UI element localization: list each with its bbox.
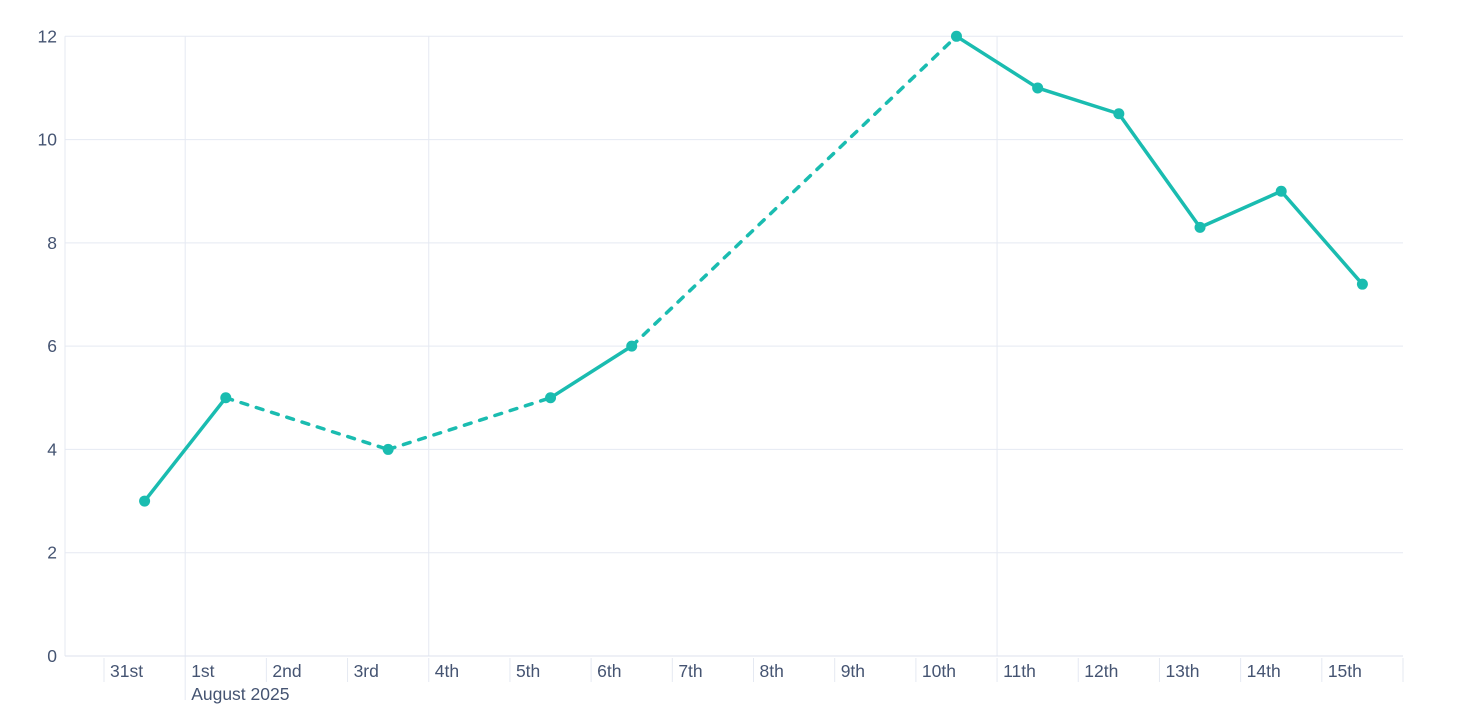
data-point-marker[interactable]: [1356, 278, 1368, 290]
x-axis-tick-label: 7th: [678, 661, 702, 681]
x-axis-tick-label: 9th: [841, 661, 865, 681]
series-segment-solid: [142, 396, 228, 503]
data-point-marker[interactable]: [1275, 185, 1287, 197]
series-segment-dashed: [224, 396, 390, 452]
x-axis-tick-label: 11th: [1003, 661, 1036, 681]
data-point-marker[interactable]: [1032, 82, 1044, 94]
x-axis-tick-label: 8th: [760, 661, 784, 681]
x-axis-tick-label: 12th: [1084, 661, 1118, 681]
y-axis-tick-label: 6: [47, 336, 57, 356]
x-axis-tick-label: 13th: [1165, 661, 1199, 681]
data-point-marker[interactable]: [382, 443, 394, 455]
y-axis-tick-label: 0: [47, 646, 57, 666]
x-axis-tick-label: 2nd: [272, 661, 301, 681]
x-axis-tick-label: 5th: [516, 661, 540, 681]
data-point-marker[interactable]: [626, 340, 638, 352]
x-axis-month-label: August 2025: [191, 684, 289, 704]
series-segment-solid: [1198, 189, 1283, 230]
data-point-marker[interactable]: [139, 495, 151, 507]
x-axis-tick-label: 10th: [922, 661, 956, 681]
x-axis-tick-label: 15th: [1328, 661, 1362, 681]
y-axis-tick-label: 12: [38, 26, 57, 46]
data-point-marker[interactable]: [220, 392, 232, 404]
series-segment-solid: [1279, 189, 1365, 286]
x-axis-tick-label: 3rd: [354, 661, 379, 681]
series-segment-dashed: [629, 34, 959, 348]
y-axis-tick-label: 2: [47, 543, 57, 563]
y-axis-tick-label: 8: [47, 233, 57, 253]
x-axis-tick-label: 14th: [1247, 661, 1281, 681]
x-axis-tick-label: 31st: [110, 661, 143, 681]
series-segment-solid: [1035, 86, 1121, 116]
data-point-marker[interactable]: [1113, 108, 1125, 120]
series-segment-solid: [1117, 112, 1202, 230]
series-segment-dashed: [386, 396, 553, 452]
x-axis-tick-label: 1st: [191, 661, 214, 681]
series-segment-solid: [548, 344, 634, 400]
data-point-marker[interactable]: [545, 392, 557, 404]
series-segment-solid: [954, 34, 1040, 90]
data-point-marker[interactable]: [1194, 221, 1206, 233]
y-axis-tick-label: 4: [47, 439, 57, 459]
y-axis-tick-label: 10: [38, 130, 58, 150]
x-axis-tick-label: 6th: [597, 661, 621, 681]
data-point-marker[interactable]: [950, 30, 962, 42]
x-axis-tick-label: 4th: [435, 661, 459, 681]
